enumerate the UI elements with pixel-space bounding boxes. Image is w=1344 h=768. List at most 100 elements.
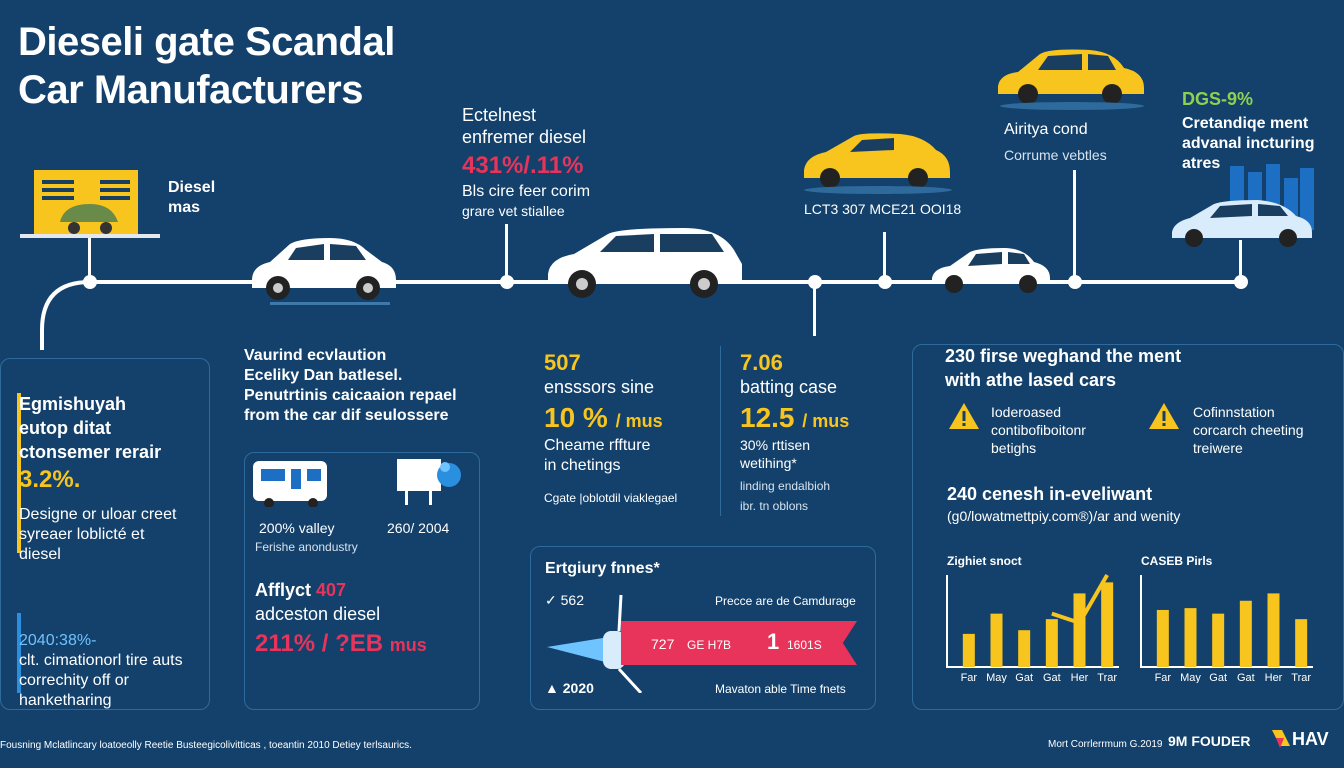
truck-icon xyxy=(253,461,327,507)
chart-bar xyxy=(1101,582,1114,667)
accent-bar xyxy=(17,613,21,693)
chart-tick-label: Gat xyxy=(1237,672,1255,683)
aff-sub: adceston diesel xyxy=(255,604,381,624)
accent-bar xyxy=(17,393,21,553)
col-706: 7.06 batting case 12.5 / mus 30% rttisen… xyxy=(740,350,850,513)
nozzle-icon xyxy=(547,594,643,693)
chart-bar xyxy=(1073,593,1086,667)
title-line-2: Car Manufacturers xyxy=(18,68,363,112)
right-panel: 230 firse weghand the ment with athe las… xyxy=(912,344,1344,710)
timeline-connector xyxy=(88,236,91,280)
airity-label: Airitya cond Corrume vebtles xyxy=(1004,121,1107,163)
fines-title: Ertgiury fnnes* xyxy=(545,560,660,577)
fines-bar-right: 1601S xyxy=(787,638,822,652)
timeline-dot xyxy=(1068,275,1082,289)
white-sedan-icon xyxy=(932,248,1050,293)
light-blue-car-icon xyxy=(1172,200,1312,247)
chart-tick-label: Trar xyxy=(1097,672,1117,683)
white-hatchback-icon xyxy=(252,238,396,305)
timeline-connector xyxy=(1239,240,1242,276)
fines-row1: ✓ 562 xyxy=(545,592,584,608)
timeline-dot xyxy=(808,275,822,289)
chart-bar xyxy=(962,633,975,667)
title-line-1: Dieseli gate Scandal xyxy=(18,20,395,64)
warning-text-2: Cofinnstation corcarch cheeting treiwere xyxy=(1193,404,1304,456)
chart-bar xyxy=(1212,613,1225,667)
yellow-car-icon xyxy=(804,133,952,194)
chart-2: Far May Gat Gat Her Trar xyxy=(1140,575,1313,683)
footer-credit: Mort Corrlerrmum G.2019 xyxy=(1048,739,1163,750)
ecten-block: Ectelnest enfremer diesel 431%/.11% Bls … xyxy=(462,105,591,219)
chart-bar xyxy=(1184,608,1197,667)
chart-tick-label: Gat xyxy=(1209,672,1227,683)
fines-panel: Ertgiury fnnes* ✓ 562 Precce are de Camd… xyxy=(530,546,876,710)
brand-logo-icon xyxy=(1272,730,1290,748)
footer-left: Fousning Mclatlincary loatoeolly Reetie … xyxy=(0,740,412,751)
chart-bar xyxy=(1295,619,1308,667)
fines-right1: Precce are de Camdurage xyxy=(715,594,856,608)
dgs-block: DGS-9% Cretandiqe ment advanal incturing… xyxy=(1182,89,1315,172)
warning-icon xyxy=(1149,403,1179,429)
fines-year: ▲ 2020 xyxy=(545,680,594,696)
timeline-connector xyxy=(505,224,508,280)
eval-item2: 260/ 2004 xyxy=(387,520,450,536)
evaluation-header: Vaurind ecvlaution Eceliky Dan batlesel.… xyxy=(244,347,457,424)
chart2-title: CASEB Pirls xyxy=(1141,554,1213,568)
footer-brand: 9M FOUDER xyxy=(1168,733,1251,749)
chart-axis xyxy=(946,575,1119,668)
chart-bar xyxy=(990,613,1003,667)
factory-icon xyxy=(20,170,160,238)
chart-bar xyxy=(1018,630,1031,667)
chart-tick-label: Trar xyxy=(1291,672,1311,683)
timeline-curve xyxy=(40,280,91,350)
timeline-connector xyxy=(813,284,816,336)
timeline-dot xyxy=(878,275,892,289)
chart-axis xyxy=(1140,575,1313,668)
chart-tick-label: May xyxy=(986,672,1007,683)
chart-bar xyxy=(1267,593,1280,667)
chart-bar xyxy=(1156,609,1169,667)
evaluation-panel: 200% valley Ferishe anondustry 260/ 2004… xyxy=(244,452,480,710)
fines-bar-big: 1 xyxy=(767,629,780,654)
col-507: 507 ensssors sine 10 % / mus Cheame rfft… xyxy=(544,350,678,505)
monitor-icon xyxy=(397,459,461,505)
chart-tick-label: May xyxy=(1180,672,1201,683)
chart-tick-label: Her xyxy=(1071,672,1089,683)
yellow-sedan-icon xyxy=(998,49,1144,110)
chart-bar xyxy=(1045,619,1058,667)
eval-big-stat: 211% / ?EB mus xyxy=(255,630,427,657)
right-heading-2: with athe lased cars xyxy=(945,370,1117,390)
chart-tick-label: Far xyxy=(961,672,978,683)
chart-tick-label: Far xyxy=(1155,672,1172,683)
timeline-connector xyxy=(883,232,886,276)
fines-bar-mid: GE H7B xyxy=(687,638,732,652)
timeline-dot xyxy=(1234,275,1248,289)
timeline-dot xyxy=(83,275,97,289)
fines-bar-left: 727 xyxy=(651,636,675,652)
timeline-dot xyxy=(500,275,514,289)
warning-icon xyxy=(949,403,979,429)
left-panel: Egmishuyah eutop ditat ctonsemer rerair … xyxy=(0,358,210,710)
footer-brand-2: HAV xyxy=(1292,729,1329,749)
warning-text-1: Ioderoased contibofiboitonr betighs xyxy=(991,404,1086,456)
eval-item1: 200% valley xyxy=(259,520,335,536)
diesel-label: Diesel mas xyxy=(168,179,216,216)
chart-tick-label: Gat xyxy=(1015,672,1033,683)
timeline-connector xyxy=(1073,170,1076,276)
fines-banner xyxy=(621,621,857,665)
chart-1: Far May Gat Gat Her Trar xyxy=(946,573,1119,683)
chart-tick-label: Gat xyxy=(1043,672,1061,683)
lct-label: LCT3 307 MCE21 OOI18 xyxy=(804,201,962,217)
divider xyxy=(720,346,721,516)
white-suv-icon xyxy=(548,228,742,298)
chart1-title: Zighiet snoct xyxy=(947,554,1022,568)
chart-trend-line xyxy=(1051,573,1109,626)
right-sub-3: (g0/lowatmettpiy.com®)/ar and wenity xyxy=(947,508,1181,524)
right-heading-1: 230 firse weghand the ment xyxy=(945,346,1182,366)
fines-right2: Mavaton able Time fnets xyxy=(715,682,846,696)
eval-item1-sub: Ferishe anondustry xyxy=(255,540,358,554)
aff-label: Afflyct 407 xyxy=(255,580,347,600)
chart-bar xyxy=(1239,600,1252,667)
right-heading-3: 240 cenesh in-eveliwant xyxy=(947,484,1153,504)
chart-tick-label: Her xyxy=(1265,672,1283,683)
